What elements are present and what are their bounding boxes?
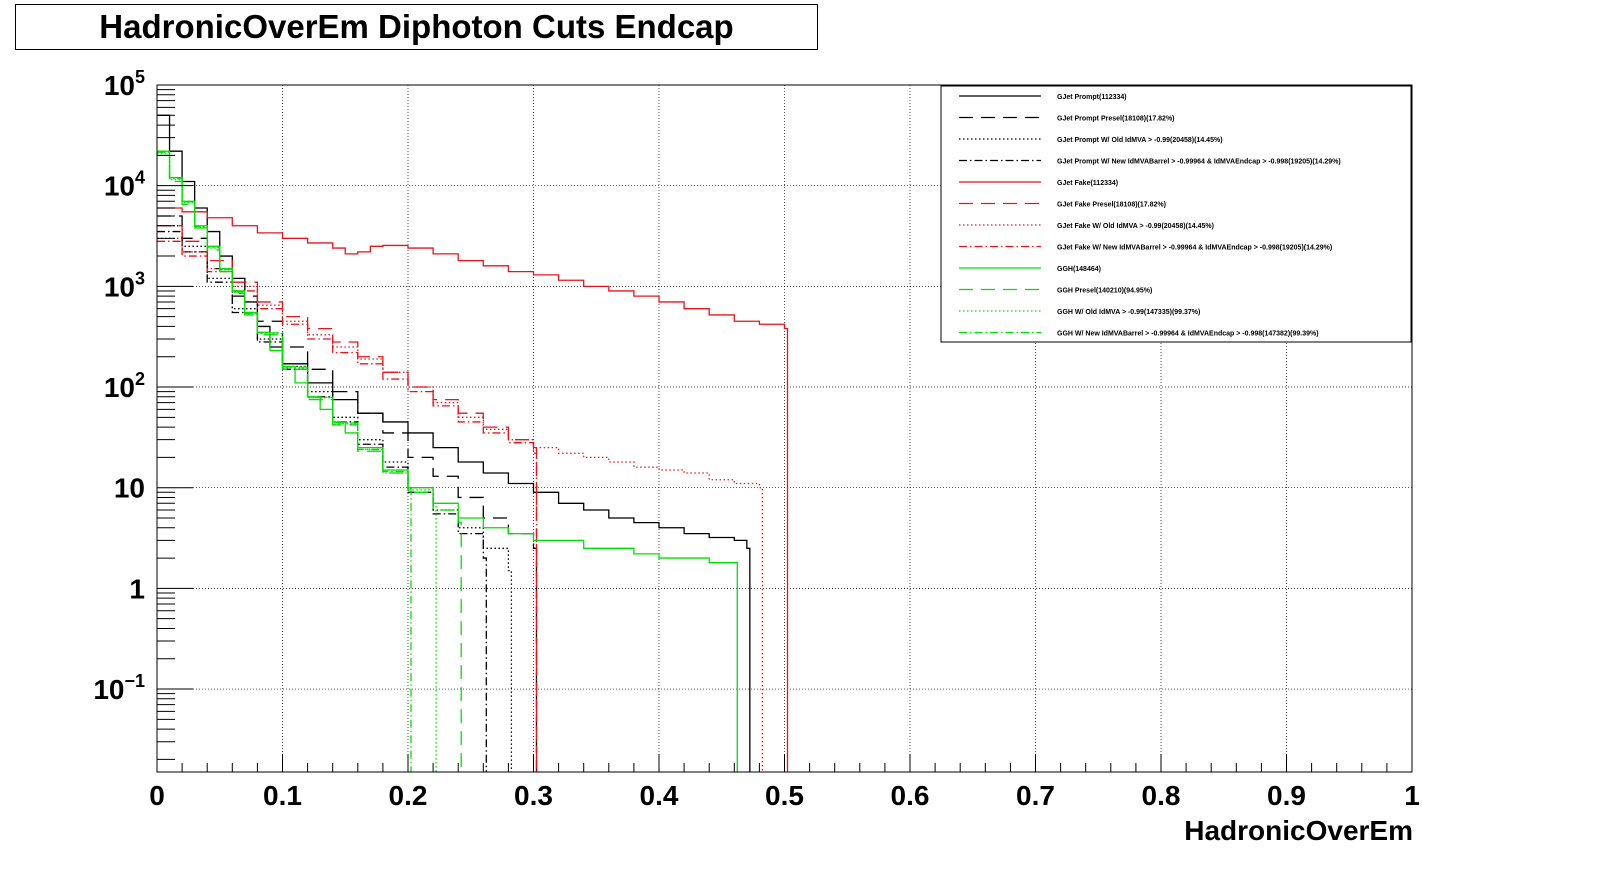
series-line — [157, 240, 538, 772]
legend-entry-label: GJet Prompt W/ Old IdMVA > -0.99(20458)(… — [1057, 137, 1223, 144]
y-tick-label: 10 — [114, 473, 145, 504]
x-tick-label: 0.1 — [263, 780, 302, 811]
series-line — [157, 150, 738, 772]
series-line — [157, 230, 487, 772]
series-line — [157, 237, 764, 772]
y-tick-label: 10−1 — [93, 671, 145, 705]
legend-entry-label: GGH Presel(140210)(94.95%) — [1057, 288, 1152, 295]
series-line — [157, 154, 462, 772]
x-tick-label: 1 — [1404, 780, 1420, 811]
chart-title: HadronicOverEm Diphoton Cuts Endcap — [15, 4, 818, 50]
x-tick-label: 0.9 — [1267, 780, 1306, 811]
y-tick-label: 103 — [104, 268, 145, 302]
series-line — [157, 151, 412, 772]
axes: 0 0.1 0.2 0.3 0.4 0.5 0.6 0.7 0.8 0.9 1 10−1 1 10 102 1… — [93, 67, 1419, 811]
y-tick-label: 105 — [104, 67, 145, 101]
x-tick-label: 0.4 — [640, 780, 679, 811]
series-line — [157, 114, 751, 772]
series-line — [157, 215, 538, 772]
x-tick-label: 0.3 — [514, 780, 553, 811]
legend-entry-label: GGH(148464) — [1057, 266, 1101, 273]
series-line — [157, 207, 789, 772]
series-line — [157, 225, 538, 772]
legend-entry-label: GGH W/ New IdMVABarrel > -0.99964 & IdMV… — [1057, 331, 1319, 338]
x-tick-label: 0.2 — [389, 780, 428, 811]
legend-box — [940, 85, 1412, 343]
legend-entry-label: GGH W/ Old IdMVA > -0.99(147335)(99.37%) — [1057, 309, 1200, 316]
x-tick-label: 0.5 — [765, 780, 804, 811]
series-line — [157, 225, 513, 772]
y-tick-label: 104 — [104, 168, 145, 202]
x-tick-label: 0.8 — [1142, 780, 1181, 811]
x-axis-label: HadronicOverEm — [1184, 815, 1413, 846]
y-tick-label: 1 — [129, 573, 145, 604]
x-tick-label: 0.7 — [1016, 780, 1055, 811]
legend-entry-label: GJet Fake(112334) — [1057, 180, 1118, 187]
legend-entry-label: GJet Prompt(112334) — [1057, 94, 1127, 101]
legend-entry-label: GJet Fake W/ New IdMVABarrel > -0.99964 … — [1057, 245, 1332, 252]
x-tick-label: 0 — [149, 780, 165, 811]
legend-entry-label: GJet Prompt W/ New IdMVABarrel > -0.9996… — [1057, 159, 1341, 166]
series-layer — [157, 114, 789, 772]
legend-entry-label: GJet Prompt Presel(18108)(17.82%) — [1057, 116, 1175, 123]
legend-entry-label: GJet Fake W/ Old IdMVA > -0.99(20458)(14… — [1057, 223, 1214, 230]
legend-entry-label: GJet Fake Presel(18108)(17.82%) — [1057, 202, 1166, 209]
y-tick-label: 102 — [104, 369, 145, 403]
x-tick-label: 0.6 — [891, 780, 930, 811]
legend: GJet Prompt(112334) GJet Prompt Presel(18… — [940, 85, 1412, 343]
